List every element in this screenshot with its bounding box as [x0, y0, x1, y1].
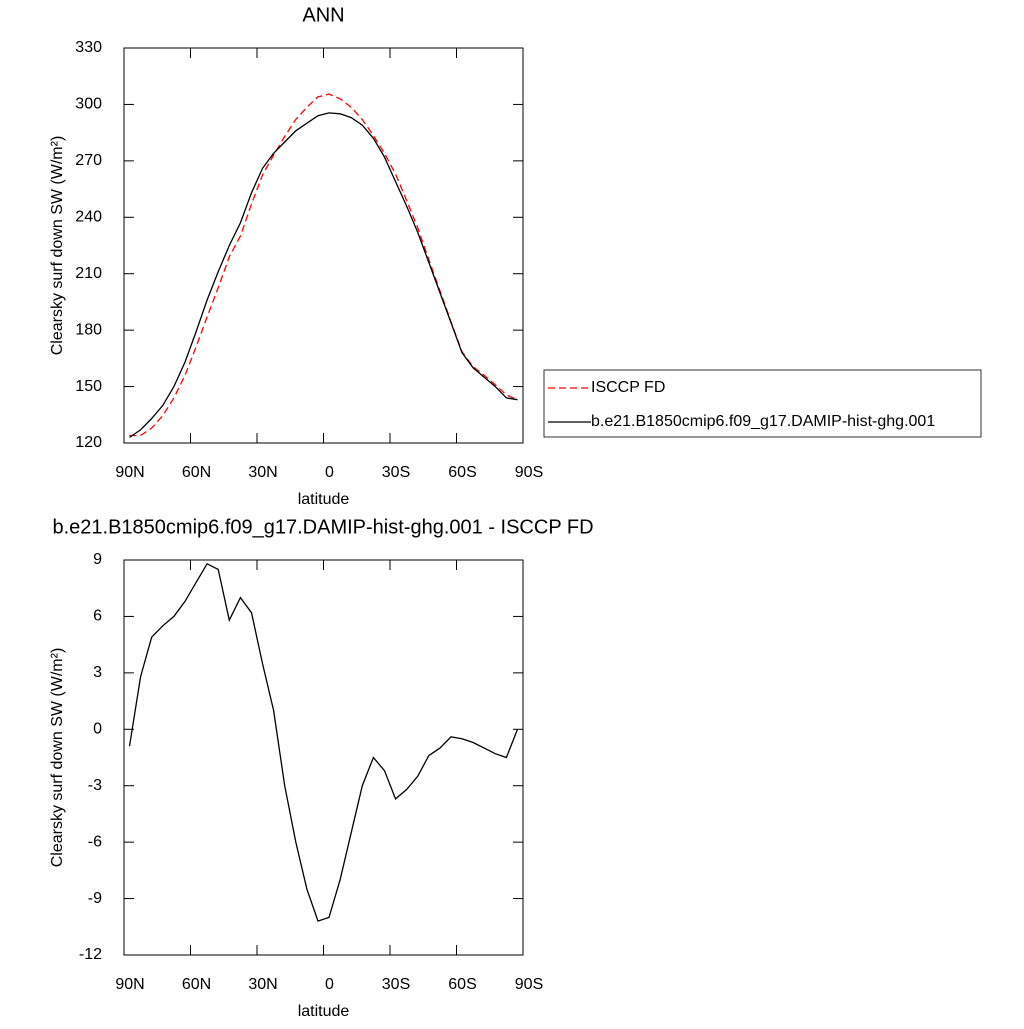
plot-frame — [123, 559, 524, 956]
x-tick-label: 90S — [515, 976, 543, 993]
plot-frame — [123, 47, 524, 444]
y-tick-label: 9 — [93, 551, 102, 568]
y-axis-label: Clearsky surf down SW (W/m²) — [49, 136, 66, 356]
y-tick-label: -9 — [88, 890, 102, 907]
x-tick-label: 30N — [248, 976, 277, 993]
y-tick-label: 330 — [75, 39, 102, 56]
legend-box — [543, 369, 982, 438]
x-tick-label: 60N — [182, 976, 211, 993]
x-axis-label: latitude — [298, 1003, 350, 1020]
y-tick-label: -12 — [79, 946, 102, 963]
x-axis-label: latitude — [298, 491, 350, 508]
y-tick-label: -3 — [88, 777, 102, 794]
legend-label: b.e21.B1850cmip6.f09_g17.DAMIP-hist-ghg.… — [591, 413, 935, 430]
y-tick-label: -6 — [88, 833, 102, 850]
x-tick-label: 30S — [382, 976, 410, 993]
y-tick-label: 150 — [75, 378, 102, 395]
chart-title: ANN — [302, 4, 344, 26]
chart-title: b.e21.B1850cmip6.f09_g17.DAMIP-hist-ghg.… — [52, 516, 593, 538]
x-tick-label: 60S — [448, 976, 476, 993]
y-tick-label: 0 — [93, 721, 102, 738]
x-tick-label: 60N — [182, 464, 211, 481]
y-tick-label: 120 — [75, 434, 102, 451]
data-line — [129, 112, 518, 438]
data-line — [129, 93, 518, 437]
x-tick-label: 90S — [515, 464, 543, 481]
x-tick-label: 90N — [115, 976, 144, 993]
y-tick-label: 3 — [93, 664, 102, 681]
y-tick-label: 6 — [93, 608, 102, 625]
y-tick-label: 210 — [75, 265, 102, 282]
y-tick-label: 300 — [75, 96, 102, 113]
x-tick-label: 60S — [448, 464, 476, 481]
x-tick-label: 30N — [248, 464, 277, 481]
x-tick-label: 30S — [382, 464, 410, 481]
y-tick-label: 180 — [75, 321, 102, 338]
data-line — [128, 562, 519, 922]
y-axis-label: Clearsky surf down SW (W/m²) — [49, 648, 66, 868]
y-tick-label: 240 — [75, 209, 102, 226]
legend-label: ISCCP FD — [591, 379, 665, 396]
y-tick-label: 270 — [75, 152, 102, 169]
x-tick-label: 0 — [325, 464, 334, 481]
x-tick-label: 0 — [325, 976, 334, 993]
x-tick-label: 90N — [115, 464, 144, 481]
